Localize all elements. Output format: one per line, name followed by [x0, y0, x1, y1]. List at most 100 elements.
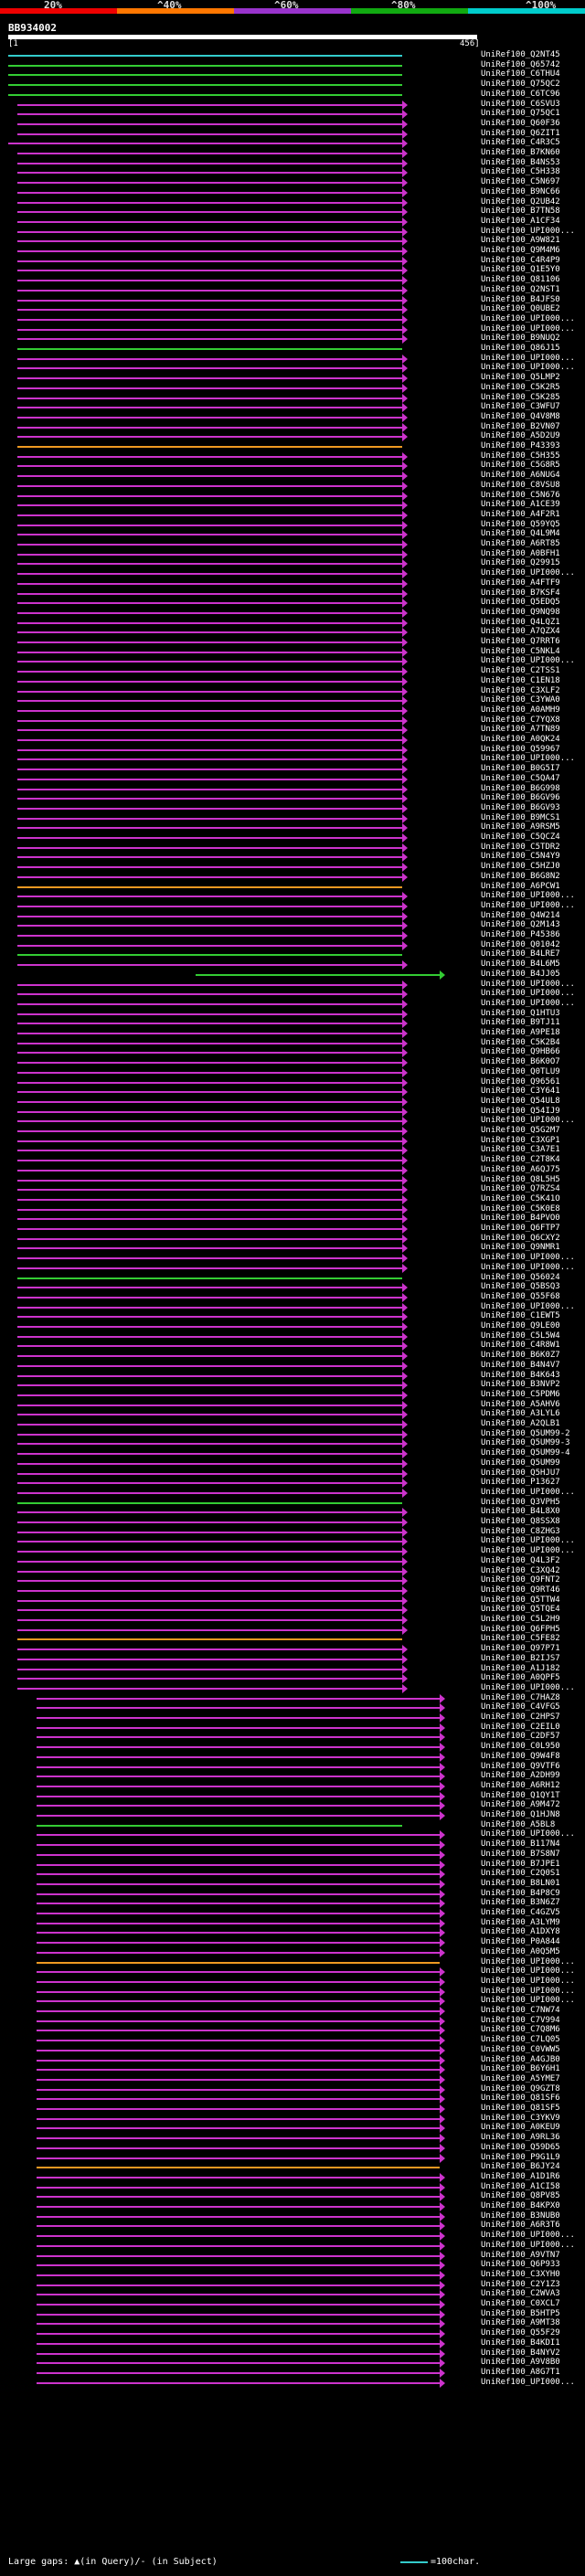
- hit-row[interactable]: UniRef100_C3XQ42: [0, 1566, 585, 1576]
- hit-label[interactable]: UniRef100_A0KEU9: [481, 2123, 560, 2133]
- hit-label[interactable]: UniRef100_A2DH99: [481, 1771, 560, 1781]
- hit-row[interactable]: UniRef100_Q5G2M7: [0, 1126, 585, 1136]
- hit-row[interactable]: UniRef100_A3LYL6: [0, 1409, 585, 1420]
- hit-label[interactable]: UniRef100_B4NS53: [481, 157, 560, 167]
- hit-label[interactable]: UniRef100_Q9W4F8: [481, 1751, 560, 1761]
- hit-label[interactable]: UniRef100_C5N676: [481, 490, 560, 500]
- hit-row[interactable]: UniRef100_P45386: [0, 930, 585, 940]
- hit-row[interactable]: UniRef100_B3NVP2: [0, 1380, 585, 1391]
- hit-row[interactable]: UniRef100_Q0UBE2: [0, 304, 585, 315]
- hit-label[interactable]: UniRef100_B6JY24: [481, 2162, 560, 2172]
- hit-row[interactable]: UniRef100_Q75QC1: [0, 109, 585, 120]
- hit-label[interactable]: UniRef100_A9VTN7: [481, 2250, 560, 2260]
- hit-row[interactable]: UniRef100_B9MCS1: [0, 813, 585, 823]
- hit-label[interactable]: UniRef100_A6QJ75: [481, 1164, 560, 1174]
- hit-label[interactable]: UniRef100_A1D1R6: [481, 2171, 560, 2181]
- hit-row[interactable]: UniRef100_Q60F36: [0, 119, 585, 129]
- hit-row[interactable]: UniRef100_A8G7T1: [0, 2368, 585, 2378]
- hit-row[interactable]: UniRef100_UPI000...: [0, 989, 585, 1000]
- hit-label[interactable]: UniRef100_C5G8R5: [481, 461, 560, 471]
- hit-row[interactable]: UniRef100_UPI000...: [0, 1546, 585, 1557]
- hit-row[interactable]: UniRef100_P9G1L9: [0, 2153, 585, 2163]
- hit-row[interactable]: UniRef100_C3A7E1: [0, 1145, 585, 1156]
- hit-label[interactable]: UniRef100_A8G7T1: [481, 2367, 560, 2377]
- hit-row[interactable]: UniRef100_UPI000...: [0, 1302, 585, 1312]
- hit-row[interactable]: UniRef100_UPI000...: [0, 656, 585, 667]
- hit-label[interactable]: UniRef100_Q5TTW4: [481, 1595, 560, 1605]
- hit-row[interactable]: UniRef100_Q97P71: [0, 1644, 585, 1655]
- hit-row[interactable]: UniRef100_Q96561: [0, 1077, 585, 1087]
- hit-label[interactable]: UniRef100_B4K643: [481, 1370, 560, 1380]
- hit-label[interactable]: UniRef100_Q55F68: [481, 1291, 560, 1301]
- hit-label[interactable]: UniRef100_Q54IJ9: [481, 1106, 560, 1116]
- hit-row[interactable]: UniRef100_Q81SF6: [0, 2094, 585, 2104]
- hit-row[interactable]: UniRef100_C3XYH0: [0, 2270, 585, 2280]
- hit-label[interactable]: UniRef100_C5L5W4: [481, 1330, 560, 1341]
- hit-label[interactable]: UniRef100_Q56024: [481, 1272, 560, 1282]
- hit-label[interactable]: UniRef100_C5K2B4: [481, 1037, 560, 1047]
- hit-row[interactable]: UniRef100_A4FTF9: [0, 578, 585, 588]
- hit-label[interactable]: UniRef100_Q8SSX8: [481, 1517, 560, 1526]
- hit-row[interactable]: UniRef100_Q4L3F2: [0, 1556, 585, 1566]
- hit-row[interactable]: UniRef100_Q9LE00: [0, 1321, 585, 1331]
- hit-label[interactable]: UniRef100_C0L950: [481, 1742, 560, 1752]
- hit-row[interactable]: UniRef100_Q8PV85: [0, 2191, 585, 2202]
- hit-row[interactable]: UniRef100_A9VTN7: [0, 2251, 585, 2261]
- hit-row[interactable]: UniRef100_B7KN60: [0, 148, 585, 158]
- hit-row[interactable]: UniRef100_A6QJ75: [0, 1165, 585, 1175]
- hit-row[interactable]: UniRef100_B6K0Z7: [0, 1351, 585, 1362]
- hit-row[interactable]: UniRef100_A3LYM9: [0, 1918, 585, 1928]
- hit-row[interactable]: UniRef100_C2TSS1: [0, 666, 585, 677]
- hit-row[interactable]: UniRef100_A9MT38: [0, 2318, 585, 2329]
- hit-label[interactable]: UniRef100_C1EWT5: [481, 1311, 560, 1321]
- hit-label[interactable]: UniRef100_C7Q8M6: [481, 2025, 560, 2035]
- hit-row[interactable]: UniRef100_C5N697: [0, 177, 585, 188]
- hit-row[interactable]: UniRef100_UPI000...: [0, 314, 585, 324]
- hit-label[interactable]: UniRef100_B9TJ11: [481, 1018, 560, 1028]
- hit-label[interactable]: UniRef100_Q2UB42: [481, 196, 560, 207]
- hit-row[interactable]: UniRef100_UPI000...: [0, 2231, 585, 2242]
- hit-row[interactable]: UniRef100_C2T8K4: [0, 1155, 585, 1166]
- hit-label[interactable]: UniRef100_B6GV96: [481, 793, 560, 803]
- hit-row[interactable]: UniRef100_B6G8N2: [0, 872, 585, 882]
- hit-label[interactable]: UniRef100_C4VFG5: [481, 1702, 560, 1712]
- hit-label[interactable]: UniRef100_Q59YQ5: [481, 519, 560, 529]
- hit-label[interactable]: UniRef100_A7QZX4: [481, 627, 560, 637]
- hit-row[interactable]: UniRef100_C2WVA3: [0, 2289, 585, 2300]
- hit-row[interactable]: UniRef100_Q6P933: [0, 2260, 585, 2271]
- hit-row[interactable]: UniRef100_Q29915: [0, 558, 585, 569]
- hit-row[interactable]: UniRef100_A0QK24: [0, 735, 585, 745]
- hit-row[interactable]: UniRef100_C5K2R5: [0, 383, 585, 393]
- hit-label[interactable]: UniRef100_UPI000...: [481, 891, 575, 901]
- hit-row[interactable]: UniRef100_B2IJS7: [0, 1654, 585, 1664]
- hit-row[interactable]: UniRef100_Q5UM99-2: [0, 1429, 585, 1439]
- hit-row[interactable]: UniRef100_C5HZJ0: [0, 862, 585, 873]
- hit-label[interactable]: UniRef100_C5N4Y9: [481, 852, 560, 862]
- hit-label[interactable]: UniRef100_UPI000...: [481, 1487, 575, 1497]
- hit-label[interactable]: UniRef100_P9G1L9: [481, 2152, 560, 2162]
- hit-row[interactable]: UniRef100_C8VSU8: [0, 481, 585, 491]
- hit-label[interactable]: UniRef100_Q9NMR1: [481, 1243, 560, 1253]
- hit-row[interactable]: UniRef100_A1D1R6: [0, 2172, 585, 2182]
- hit-label[interactable]: UniRef100_B6GV93: [481, 802, 560, 812]
- hit-row[interactable]: UniRef100_Q5TTW4: [0, 1595, 585, 1606]
- hit-label[interactable]: UniRef100_C7NW74: [481, 2006, 560, 2015]
- hit-row[interactable]: UniRef100_C3YKV9: [0, 2114, 585, 2124]
- hit-row[interactable]: UniRef100_C7NW74: [0, 2006, 585, 2016]
- hit-label[interactable]: UniRef100_Q9LE00: [481, 1321, 560, 1330]
- hit-label[interactable]: UniRef100_C0VWW5: [481, 2044, 560, 2054]
- hit-row[interactable]: UniRef100_UPI000...: [0, 1957, 585, 1967]
- hit-label[interactable]: UniRef100_A1J182: [481, 1663, 560, 1673]
- hit-label[interactable]: UniRef100_B4P8C9: [481, 1888, 560, 1898]
- hit-label[interactable]: UniRef100_A5YME7: [481, 2073, 560, 2083]
- hit-label[interactable]: UniRef100_A9MT38: [481, 2318, 560, 2328]
- hit-row[interactable]: UniRef100_UPI000...: [0, 2378, 585, 2388]
- hit-row[interactable]: UniRef100_C4GZV5: [0, 1908, 585, 1918]
- hit-label[interactable]: UniRef100_B6Y6H1: [481, 2064, 560, 2074]
- hit-row[interactable]: UniRef100_UPI000...: [0, 227, 585, 237]
- hit-label[interactable]: UniRef100_Q5HJU7: [481, 1468, 560, 1478]
- hit-row[interactable]: UniRef100_UPI000...: [0, 1263, 585, 1273]
- hit-label[interactable]: UniRef100_A6NUG4: [481, 471, 560, 481]
- hit-row[interactable]: UniRef100_C0VWW5: [0, 2045, 585, 2055]
- hit-row[interactable]: UniRef100_C6SVU3: [0, 100, 585, 110]
